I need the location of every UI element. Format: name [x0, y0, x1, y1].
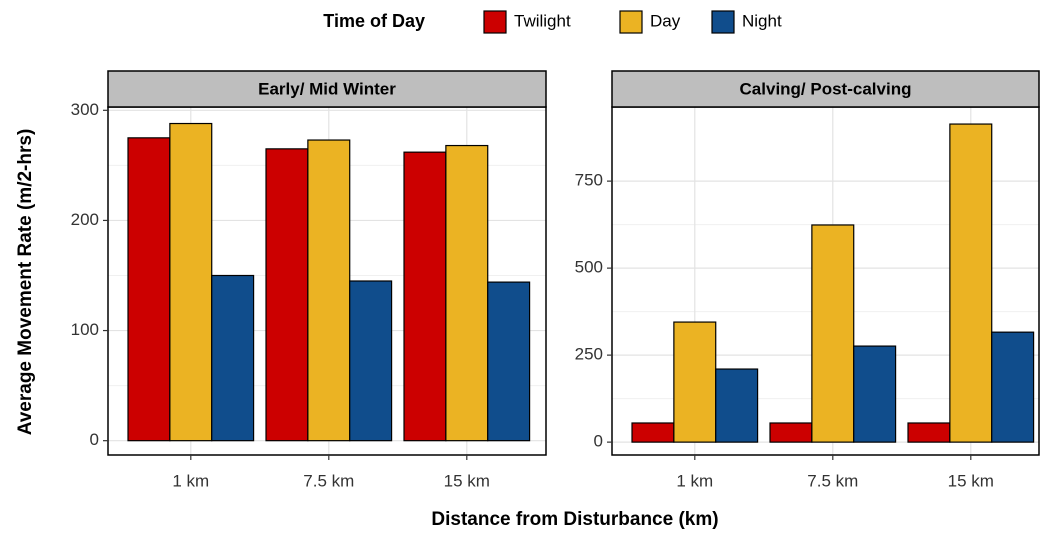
y-tick-label: 250 [575, 345, 603, 364]
x-tick-label: 1 km [172, 471, 209, 490]
legend-label: Night [742, 11, 782, 30]
bar [907, 422, 951, 443]
bar [949, 123, 993, 443]
bar [403, 151, 447, 442]
x-tick-label: 7.5 km [807, 471, 858, 490]
strip-title: Early/ Mid Winter [258, 79, 396, 98]
y-axis-title: Average Movement Rate (m/2-hrs) [15, 129, 36, 436]
legend-swatch [483, 10, 507, 34]
bar [631, 422, 675, 443]
legend-label: Twilight [514, 11, 571, 30]
strip-title: Calving/ Post-calving [740, 79, 912, 98]
y-tick-label: 100 [71, 320, 99, 339]
y-tick-label: 300 [71, 100, 99, 119]
bar [991, 331, 1035, 443]
bar [307, 139, 351, 442]
bar [769, 422, 813, 443]
bar [673, 321, 717, 443]
strip [107, 70, 547, 108]
x-tick-label: 7.5 km [303, 471, 354, 490]
legend-label: Day [650, 11, 681, 30]
bar [487, 281, 531, 442]
x-tick-label: 1 km [676, 471, 713, 490]
bar [169, 122, 213, 442]
legend-swatch [711, 10, 735, 34]
bar [445, 144, 489, 442]
y-tick-label: 0 [594, 432, 603, 451]
bar [715, 368, 759, 443]
bar [127, 137, 171, 442]
bar [853, 345, 897, 443]
legend-swatch [619, 10, 643, 34]
legend-title: Time of Day [323, 11, 425, 31]
bar [349, 280, 393, 442]
y-tick-label: 0 [90, 430, 99, 449]
x-tick-label: 15 km [948, 471, 994, 490]
bar [265, 148, 309, 442]
bar [811, 224, 855, 443]
y-tick-label: 500 [575, 258, 603, 277]
strip [611, 70, 1040, 108]
y-tick-label: 750 [575, 171, 603, 190]
bar [211, 274, 255, 442]
x-axis-title: Distance from Disturbance (km) [431, 509, 718, 530]
x-tick-label: 15 km [444, 471, 490, 490]
y-tick-label: 200 [71, 210, 99, 229]
